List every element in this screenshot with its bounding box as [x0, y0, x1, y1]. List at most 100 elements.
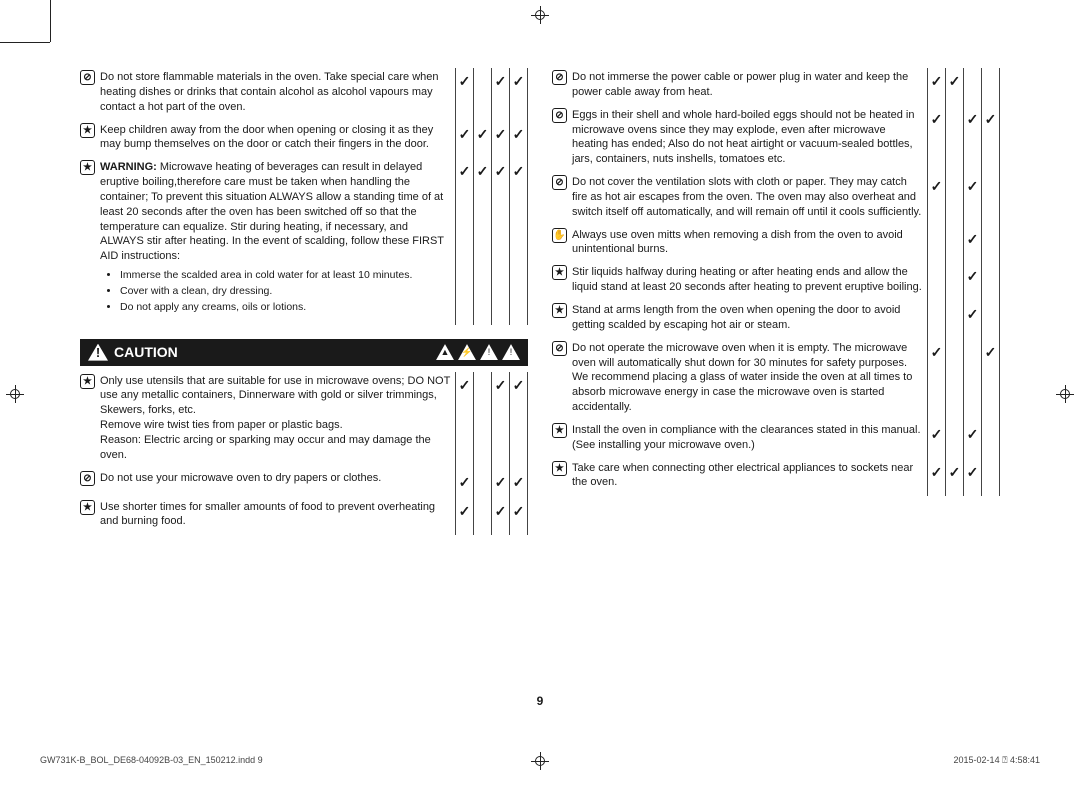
safety-text: Do not use your microwave oven to dry pa… — [100, 469, 456, 494]
check-cell: ✓ — [456, 498, 474, 532]
check-cell: ✓ — [928, 459, 946, 493]
check-cell — [982, 421, 1000, 455]
star-icon: ★ — [552, 265, 567, 280]
registration-mark — [1056, 385, 1074, 403]
check-cell — [946, 339, 964, 417]
safety-row: ★ Keep children away from the door when o… — [80, 121, 528, 155]
safety-text: Do not operate the microwave oven when i… — [572, 339, 928, 417]
check-cell: ✓ — [946, 68, 964, 102]
star-icon: ★ — [80, 123, 95, 138]
check-cell: ✓ — [492, 68, 510, 117]
check-cell: ✓ — [474, 158, 492, 320]
left-column: ⊘ Do not store flammable materials in the… — [80, 68, 528, 682]
star-icon: ★ — [552, 423, 567, 438]
registration-mark — [531, 6, 549, 24]
check-cell: ✓ — [456, 372, 474, 465]
check-cell — [928, 301, 946, 335]
check-cell: ✓ — [510, 121, 528, 155]
safety-text: Install the oven in compliance with the … — [572, 421, 928, 455]
check-cell — [946, 421, 964, 455]
caution-mini-icons: ▲⚡!! — [436, 344, 520, 360]
check-cell: ✓ — [510, 68, 528, 117]
check-cell: ✓ — [928, 421, 946, 455]
page-content: ⊘ Do not store flammable materials in the… — [80, 68, 1000, 708]
check-cell: ✓ — [492, 469, 510, 494]
safety-row: ★Take care when connecting other electri… — [552, 459, 1000, 493]
registration-mark — [6, 385, 24, 403]
prohibit-icon: ⊘ — [552, 175, 567, 190]
caution-banner: ! CAUTION ▲⚡!! — [80, 339, 528, 366]
safety-row: ★ Install the oven in compliance with the… — [552, 421, 1000, 455]
check-cell: ✓ — [456, 68, 474, 117]
page-number: 9 — [80, 694, 1000, 708]
star-icon: ★ — [80, 374, 95, 389]
check-cell: ✓ — [928, 68, 946, 102]
prohibit-icon: ⊘ — [552, 341, 567, 356]
check-cell: ✓ — [964, 226, 982, 260]
check-cell: ✓ — [456, 158, 474, 320]
safety-row: ⊘Do not use your microwave oven to dry p… — [80, 469, 528, 494]
safety-row: ★ Only use utensils that are suitable for… — [80, 372, 528, 465]
safety-text: Use shorter times for smaller amounts of… — [100, 498, 456, 532]
check-cell: ✓ — [964, 459, 982, 493]
safety-row: ★Use shorter times for smaller amounts o… — [80, 498, 528, 532]
check-cell: ✓ — [982, 339, 1000, 417]
check-cell — [928, 226, 946, 260]
safety-row: ★ Stir liquids halfway during heating or … — [552, 263, 1000, 297]
check-cell — [474, 68, 492, 117]
crop-mark — [0, 42, 50, 43]
check-cell: ✓ — [964, 301, 982, 335]
check-cell: ✓ — [456, 469, 474, 494]
check-cell — [928, 263, 946, 297]
check-cell — [946, 226, 964, 260]
check-cell — [946, 263, 964, 297]
check-cell: ✓ — [928, 106, 946, 169]
safety-row: ⊘ Do not operate the microwave oven when … — [552, 339, 1000, 417]
print-footer: GW731K-B_BOL_DE68-04092B-03_EN_150212.in… — [40, 755, 1040, 766]
warning-triangle-icon: ! — [88, 344, 108, 361]
check-cell: ✓ — [492, 121, 510, 155]
check-cell: ✓ — [928, 173, 946, 222]
safety-row: ⊘ Do not immerse the power cable or power… — [552, 68, 1000, 102]
check-cell: ✓ — [964, 106, 982, 169]
list-item: Immerse the scalded area in cold water f… — [120, 268, 451, 282]
check-cell — [982, 459, 1000, 493]
check-cell — [964, 339, 982, 417]
check-cell: ✓ — [492, 158, 510, 320]
safety-text: Do not immerse the power cable or power … — [572, 68, 928, 102]
check-cell — [982, 173, 1000, 222]
safety-text: Stir liquids halfway during heating or a… — [572, 263, 928, 297]
check-cell: ✓ — [510, 158, 528, 320]
safety-text: Keep children away from the door when op… — [100, 121, 456, 155]
check-cell: ✓ — [456, 121, 474, 155]
prohibit-icon: ⊘ — [80, 70, 95, 85]
check-cell: ✓ — [492, 372, 510, 465]
safety-text: Only use utensils that are suitable for … — [100, 372, 456, 465]
safety-text: Always use oven mitts when removing a di… — [572, 226, 928, 260]
check-cell: ✓ — [964, 263, 982, 297]
safety-text: Take care when connecting other electric… — [572, 459, 928, 493]
check-cell — [474, 372, 492, 465]
check-cell: ✓ — [982, 106, 1000, 169]
check-cell: ✓ — [510, 498, 528, 532]
safety-text: Do not store flammable materials in the … — [100, 68, 456, 117]
safety-text: Stand at arms length from the oven when … — [572, 301, 928, 335]
safety-text: Eggs in their shell and whole hard-boile… — [572, 106, 928, 169]
check-cell — [982, 263, 1000, 297]
caution-title: CAUTION — [114, 344, 436, 360]
check-cell — [982, 301, 1000, 335]
check-cell — [982, 226, 1000, 260]
check-cell — [982, 68, 1000, 102]
check-cell: ✓ — [510, 469, 528, 494]
crop-mark — [50, 0, 51, 42]
check-cell: ✓ — [510, 372, 528, 465]
check-cell: ✓ — [946, 459, 964, 493]
oven-mitt-icon: ✋ — [552, 228, 567, 243]
check-cell — [964, 68, 982, 102]
safety-row: ✋ Always use oven mitts when removing a d… — [552, 226, 1000, 260]
prohibit-icon: ⊘ — [552, 70, 567, 85]
check-cell: ✓ — [928, 339, 946, 417]
check-cell: ✓ — [474, 121, 492, 155]
check-cell: ✓ — [964, 421, 982, 455]
safety-text: WARNING: Microwave heating of beverages … — [100, 158, 456, 320]
